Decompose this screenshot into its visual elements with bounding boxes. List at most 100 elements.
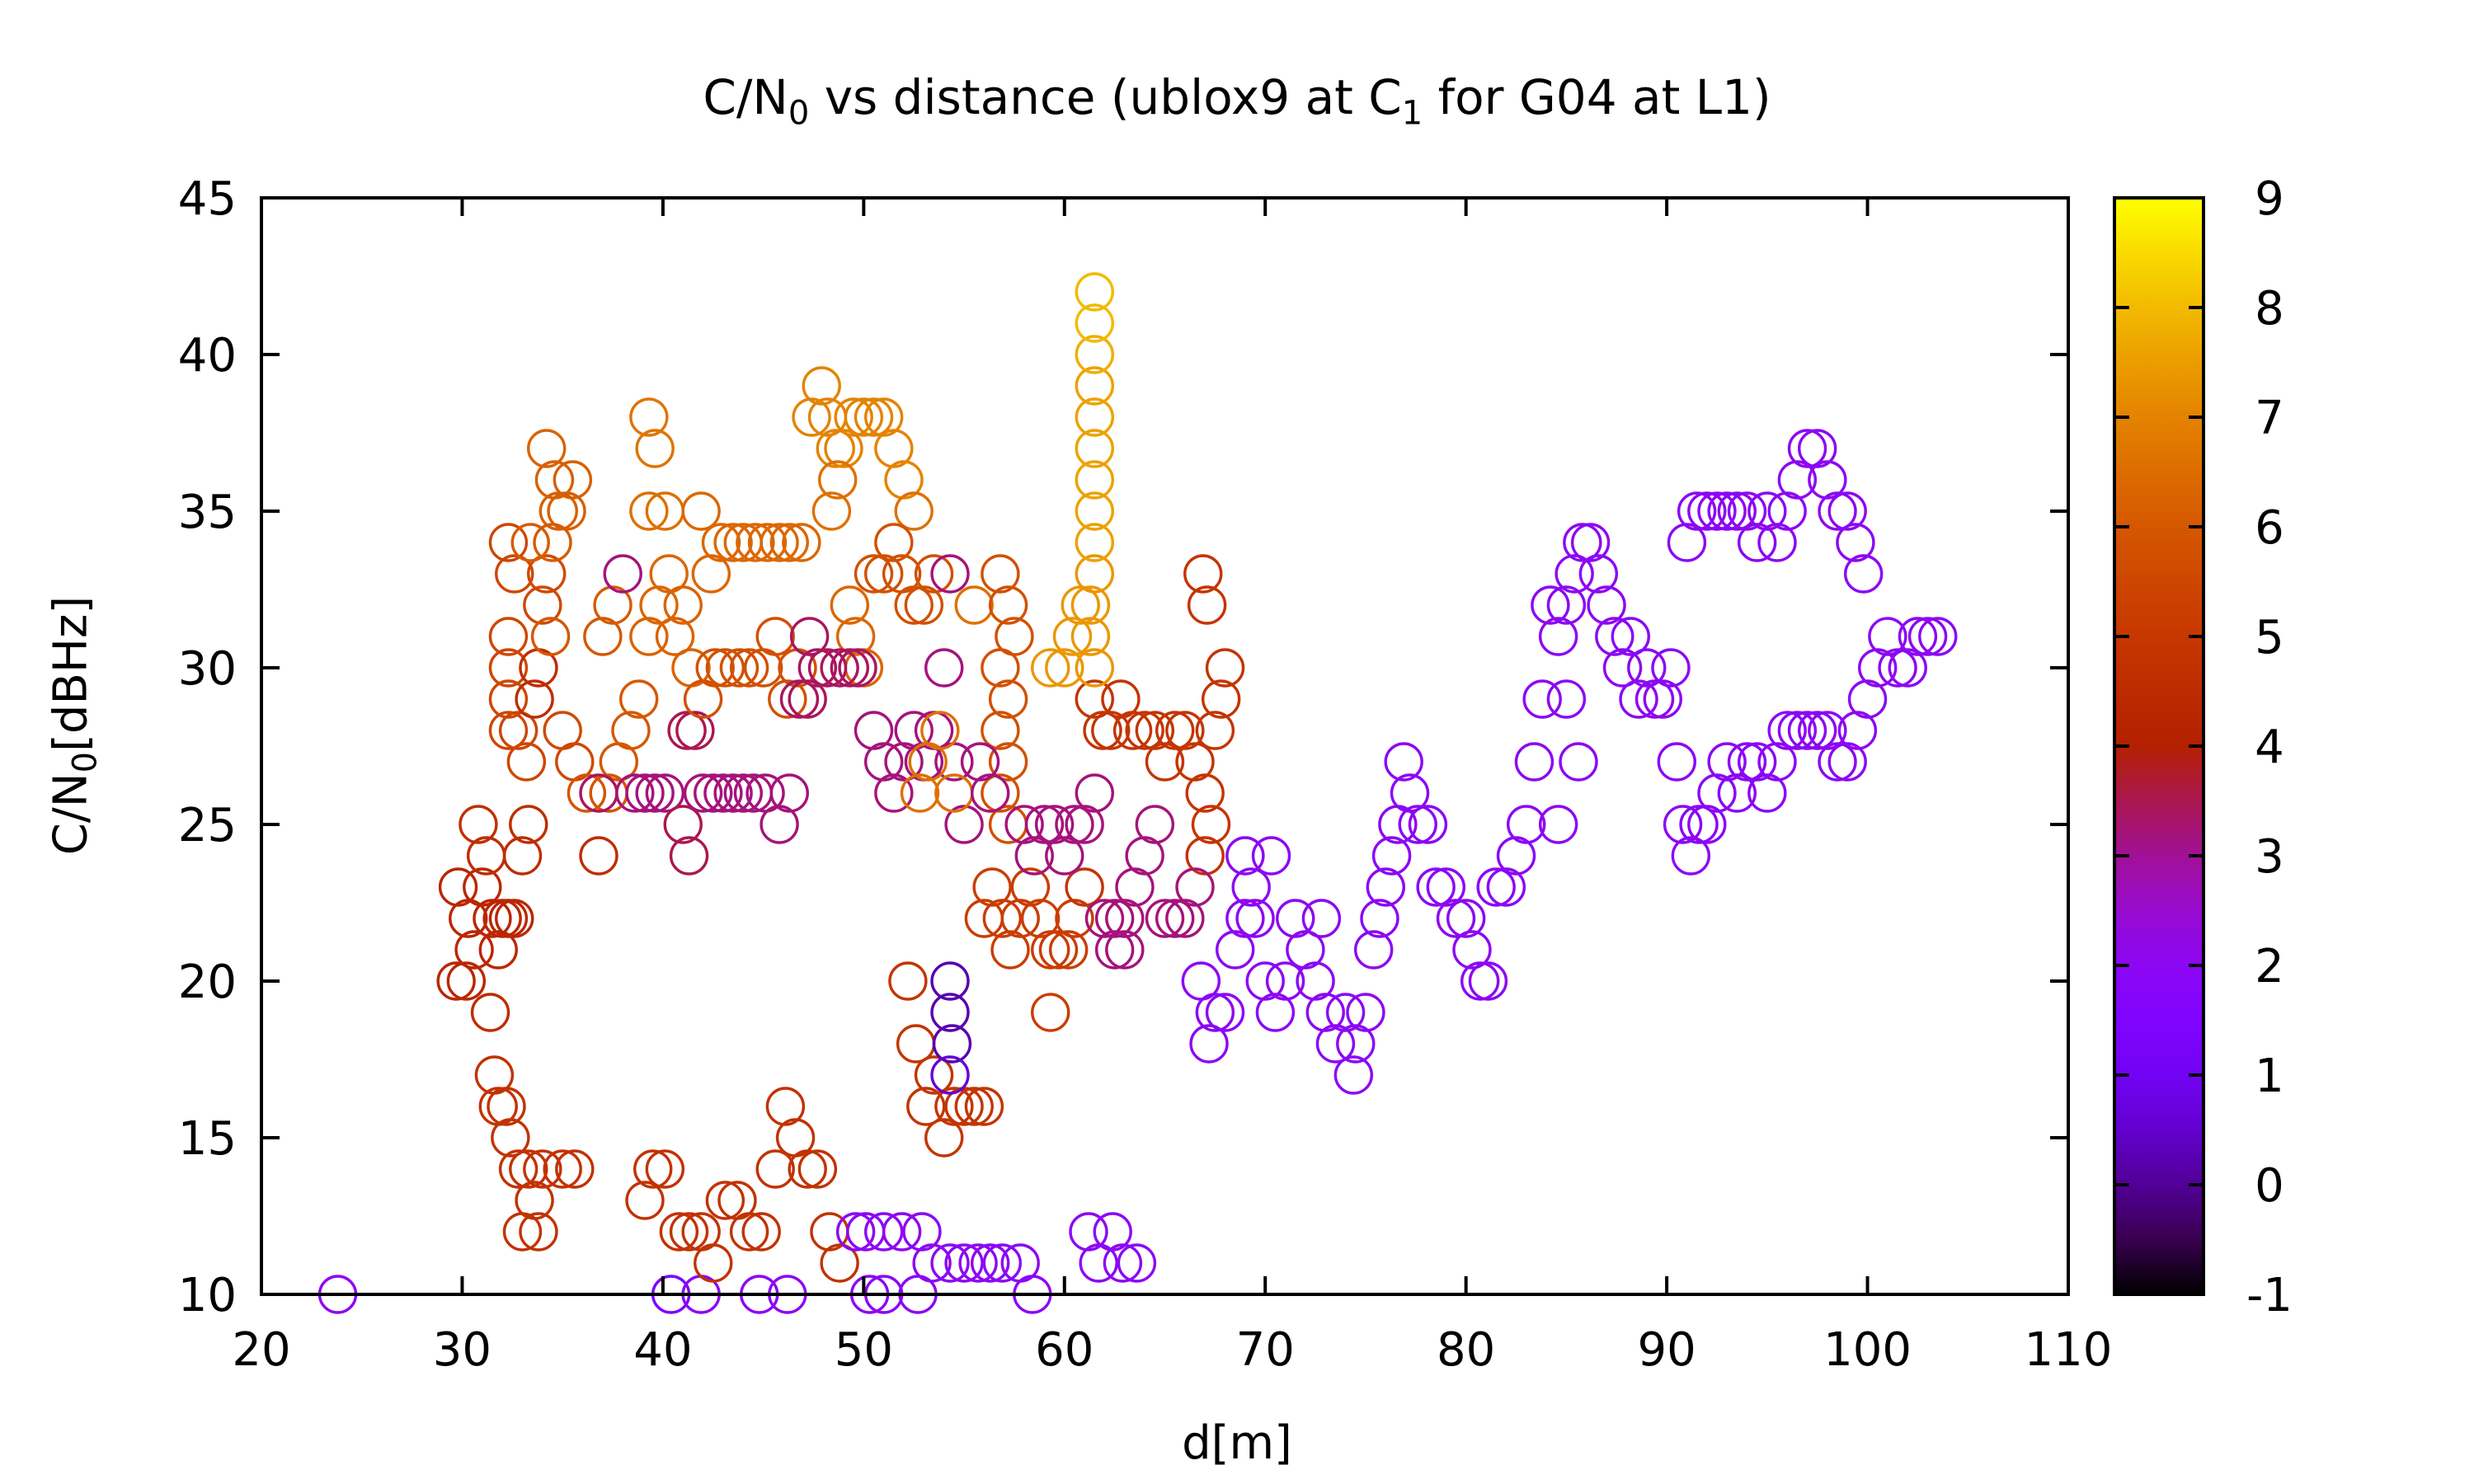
data-point: [645, 491, 685, 531]
data-point: [1315, 1024, 1356, 1064]
data-point: [1767, 711, 1807, 750]
data-point: [446, 961, 487, 1001]
data-point: [824, 429, 863, 468]
data-point: [807, 648, 848, 688]
data-point: [1468, 961, 1508, 1001]
data-point: [1052, 617, 1093, 656]
data-point: [1296, 961, 1335, 1001]
data-point: [1075, 397, 1114, 437]
data-point: [944, 805, 984, 844]
title-part: C/N: [703, 69, 788, 125]
data-point: [1070, 585, 1111, 625]
data-point: [981, 711, 1020, 750]
data-point: [1165, 711, 1205, 750]
data-point: [502, 836, 543, 876]
data-point: [802, 366, 841, 406]
data-point: [982, 1243, 1023, 1283]
data-point: [1827, 491, 1867, 531]
data-point: [1578, 554, 1619, 594]
data-point: [555, 1149, 595, 1189]
data-point: [1687, 805, 1727, 844]
y-tick-label: 35: [178, 486, 237, 539]
data-point: [789, 617, 830, 656]
data-point: [713, 773, 753, 813]
data-point: [934, 1087, 974, 1126]
data-point: [769, 773, 809, 813]
data-point: [1619, 679, 1658, 719]
data-point: [488, 648, 529, 688]
x-tick-label: 110: [2025, 1323, 2113, 1377]
data-point: [603, 554, 642, 594]
data-point: [703, 773, 743, 813]
data-point: [1075, 491, 1114, 531]
x-tick-label: 60: [1035, 1323, 1094, 1377]
data-point: [519, 1212, 558, 1252]
data-point: [914, 1055, 954, 1095]
data-point: [611, 711, 651, 750]
data-point: [478, 930, 518, 970]
data-point: [509, 1149, 548, 1189]
data-point: [498, 1149, 539, 1189]
data-point: [1333, 1055, 1374, 1095]
data-point: [1390, 773, 1430, 813]
data-point: [691, 554, 731, 594]
data-point: [1353, 930, 1394, 970]
data-point: [835, 1212, 876, 1252]
data-point: [988, 742, 1028, 782]
data-point: [1747, 773, 1787, 813]
data-point: [543, 1149, 582, 1189]
data-point: [1155, 711, 1195, 750]
data-point: [972, 867, 1012, 907]
data-point: [779, 679, 820, 719]
title-subscript: 1: [1401, 94, 1423, 133]
data-point: [583, 617, 623, 656]
data-point: [729, 1212, 769, 1252]
data-point: [1898, 617, 1938, 656]
data-point: [1476, 867, 1516, 907]
data-point: [747, 523, 788, 562]
data-point: [530, 617, 571, 656]
data-point: [1452, 930, 1492, 970]
data-point: [1094, 930, 1135, 970]
data-point: [459, 805, 498, 844]
data-point: [1245, 961, 1285, 1001]
data-point: [495, 899, 534, 938]
data-point: [1265, 961, 1305, 1001]
data-point: [960, 742, 1000, 782]
data-point: [663, 805, 703, 844]
data-point: [1737, 742, 1777, 782]
data-point: [1000, 899, 1040, 938]
data-point: [635, 429, 675, 468]
x-tick-label: 30: [433, 1323, 492, 1377]
data-point: [523, 585, 562, 625]
data-point: [633, 1149, 673, 1189]
data-point: [1031, 993, 1070, 1032]
data-point: [1847, 679, 1888, 719]
data-point: [1075, 523, 1114, 562]
data-point: [894, 585, 934, 625]
data-point: [515, 1181, 554, 1220]
data-point: [669, 1212, 709, 1252]
data-point: [1117, 1243, 1157, 1283]
data-point: [760, 805, 799, 844]
data-point: [930, 1243, 970, 1283]
data-point: [567, 773, 607, 813]
data-point: [1075, 679, 1114, 719]
data-point: [635, 773, 675, 813]
data-point: [920, 711, 960, 750]
data-point: [900, 773, 940, 813]
data-point: [1225, 836, 1265, 876]
data-point: [981, 773, 1020, 813]
data-point: [1070, 617, 1111, 656]
data-point: [487, 1087, 526, 1126]
data-point: [930, 961, 970, 1001]
data-point: [625, 773, 665, 813]
data-point: [1918, 617, 1958, 656]
data-point: [1125, 836, 1164, 876]
data-point: [1048, 930, 1089, 970]
data-points: [317, 272, 1958, 1314]
data-point: [1065, 805, 1104, 844]
data-point: [971, 773, 1010, 813]
title-part: for G04 at L1): [1423, 69, 1771, 125]
data-point: [971, 1243, 1010, 1283]
